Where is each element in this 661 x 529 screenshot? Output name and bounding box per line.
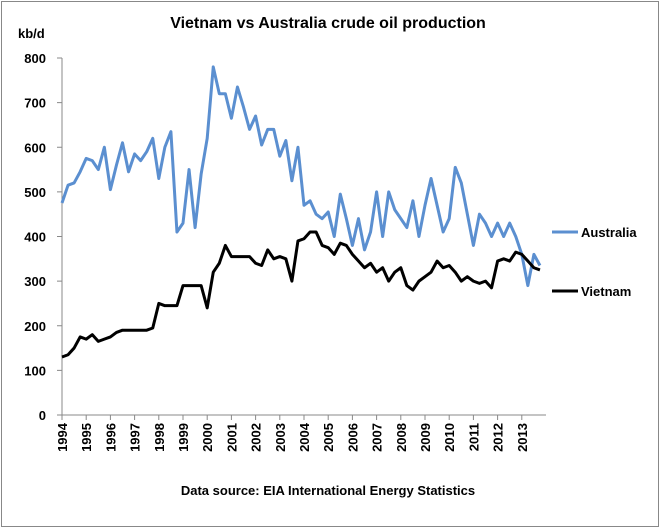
x-tick-label: 1994 [55,422,70,452]
y-tick-label: 0 [39,408,46,423]
x-tick-label: 2007 [370,423,385,452]
y-axis-label: kb/d [18,26,45,41]
x-tick-label: 2004 [297,422,312,452]
x-tick-label: 2009 [418,423,433,452]
series-line [61,230,541,359]
x-tick-label: 2002 [249,423,264,452]
x-tick-label: 2013 [515,423,530,452]
x-tick-label: 2008 [394,423,409,452]
x-tick-label: 1997 [128,423,143,452]
x-tick-label: 1999 [176,423,191,452]
x-tick-label: 2012 [491,423,506,452]
x-tick-label: 2011 [466,423,481,451]
y-tick-label: 600 [24,140,46,155]
chart-title: Vietnam vs Australia crude oil productio… [170,15,486,32]
y-tick-label: 500 [24,185,46,200]
x-tick-label: 1995 [79,423,94,452]
x-tick-label: 2005 [321,423,336,452]
y-tick-label: 800 [24,51,46,66]
legend-label: Australia [581,225,637,240]
x-tick-label: 2001 [224,423,239,452]
series-line [60,65,542,288]
x-tick-label: 2000 [200,423,215,452]
x-tick-label: 2006 [345,423,360,452]
y-tick-label: 200 [24,319,46,334]
x-tick-label: 1996 [103,423,118,452]
y-tick-label: 100 [24,363,46,378]
x-tick-label: 2003 [273,423,288,452]
x-tick-label: 2010 [442,423,457,452]
legend-label: Vietnam [581,284,631,299]
x-tick-label: 1998 [152,423,167,452]
y-tick-label: 400 [24,230,46,245]
y-tick-label: 700 [24,96,46,111]
source-note: Data source: EIA International Energy St… [181,483,475,498]
y-tick-label: 300 [24,274,46,289]
